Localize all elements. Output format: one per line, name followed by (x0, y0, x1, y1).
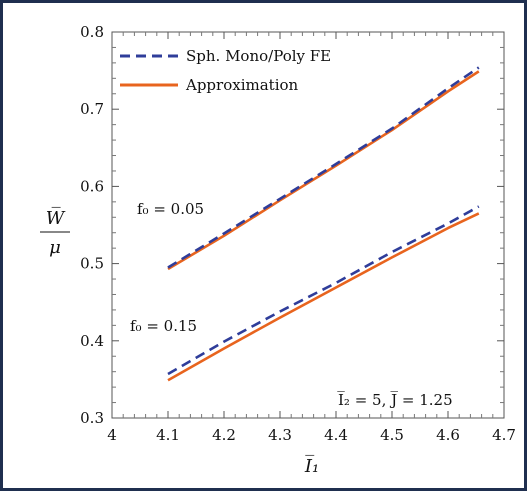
x-axis-label: I̅₁ (304, 455, 319, 477)
legend-label-fe: Sph. Mono/Poly FE (186, 47, 331, 65)
annotation-f0-005: f₀ = 0.05 (137, 200, 204, 218)
series-line-approx-f0-0-05 (167, 70, 480, 271)
legend: Sph. Mono/Poly FE Approximation (120, 47, 331, 94)
x-tick-label: 4.7 (492, 426, 516, 444)
x-tick-label: 4.4 (324, 426, 348, 444)
y-tick-label: 0.7 (80, 100, 104, 118)
x-tick-labels: 4 4.1 4.2 4.3 4.4 4.5 4.6 4.7 (107, 426, 516, 444)
series-line-fe-f0-0-05 (167, 66, 480, 269)
plot-area (111, 31, 505, 419)
y-axis-label: W̅ μ (40, 207, 70, 258)
y-label-denominator: μ (49, 237, 61, 258)
ticks (111, 31, 505, 419)
x-tick-label: 4.6 (436, 426, 460, 444)
series-layer (167, 66, 480, 382)
x-tick-label: 4.1 (156, 426, 180, 444)
y-tick-label: 0.5 (80, 255, 104, 273)
series-line-approx-f0-0-15 (167, 212, 480, 382)
y-tick-label: 0.6 (80, 177, 104, 195)
x-tick-label: 4.2 (212, 426, 236, 444)
legend-label-approx: Approximation (185, 76, 299, 94)
annotation-params: I̅₂ = 5, J̅ = 1.25 (337, 390, 453, 409)
y-label-numerator: W̅ (46, 207, 66, 229)
annotation-f0-015: f₀ = 0.15 (130, 317, 197, 335)
y-tick-label: 0.4 (80, 332, 104, 350)
y-tick-labels: 0.3 0.4 0.5 0.6 0.7 0.8 (80, 23, 104, 427)
series-line-fe-f0-0-15 (167, 205, 480, 376)
x-tick-label: 4 (107, 426, 117, 444)
x-tick-label: 4.5 (380, 426, 404, 444)
y-tick-label: 0.8 (80, 23, 104, 41)
x-tick-label: 4.3 (268, 426, 292, 444)
y-tick-label: 0.3 (80, 409, 104, 427)
